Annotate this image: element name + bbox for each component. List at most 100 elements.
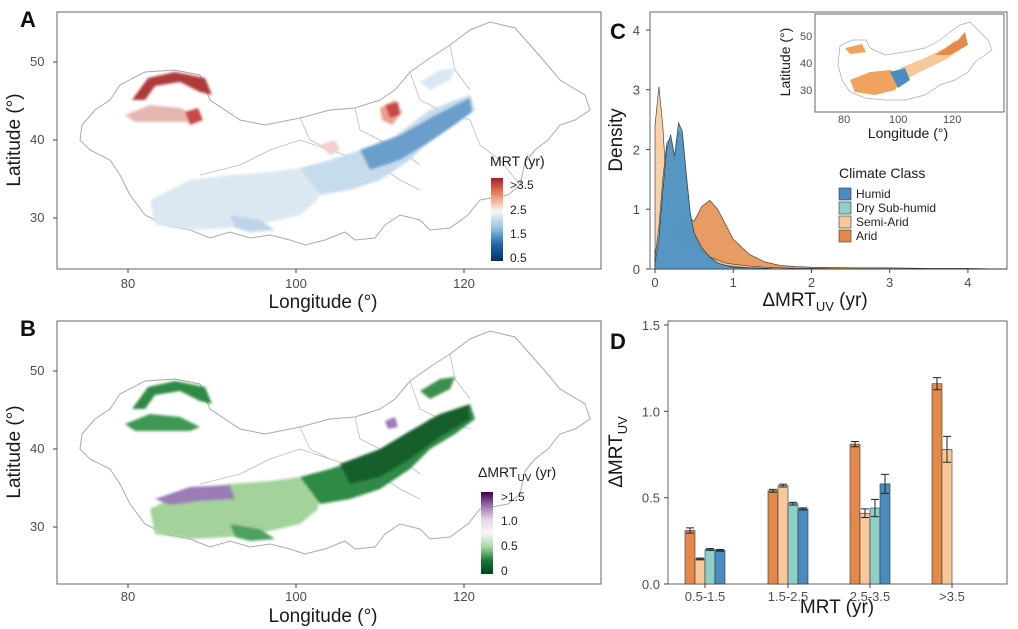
ytick-40: 40 <box>30 132 44 147</box>
inset-xtick: 120 <box>943 114 961 126</box>
ytick-40: 40 <box>30 441 44 456</box>
inset-xlabel: Longitude (°) <box>868 125 948 141</box>
ytick-label: 3 <box>633 83 640 98</box>
xtick-label: 4 <box>964 275 971 290</box>
xtick-80: 80 <box>121 276 135 291</box>
mrt-raster <box>125 68 475 232</box>
legend-label: >1.5 <box>501 490 525 504</box>
panel-b-xticks: 80 100 120 <box>121 584 475 604</box>
ytick-label: 0 <box>633 262 640 277</box>
bar-dry-sub-humid <box>787 503 799 585</box>
xtick-label: 2.5-3.5 <box>850 589 890 604</box>
panel-b: B 50 40 30 80 100 <box>4 316 602 627</box>
legend-label: 0.5 <box>510 251 527 265</box>
legend-label: Semi-Arid <box>856 215 909 229</box>
panel-a-map <box>79 21 591 246</box>
mrt-colorbar <box>491 178 503 261</box>
inset-humid <box>890 68 910 88</box>
legend-label: 0.5 <box>501 539 518 553</box>
inset-ytick: 40 <box>800 58 812 70</box>
panel-a-ylabel: Latitude (°) <box>4 93 25 186</box>
province-lines <box>199 44 521 191</box>
inset-xtick: 80 <box>838 114 850 126</box>
ytick-label: 0.5 <box>642 491 660 506</box>
panel-d-yticks: 0.0 0.5 1.0 1.5 <box>642 318 668 592</box>
bar-dry-sub-humid <box>704 549 716 585</box>
legend-swatch <box>838 201 852 215</box>
dmrt-raster <box>125 377 475 541</box>
panel-a: A 50 40 30 8 <box>4 7 602 313</box>
bar-group->3.5 <box>931 377 953 585</box>
legend-label: Arid <box>856 229 877 243</box>
xtick-label: 2 <box>808 275 815 290</box>
xtick-label: 0 <box>651 275 658 290</box>
xtick-label: 3 <box>886 275 893 290</box>
bar-arid <box>767 490 779 585</box>
panel-c-inset: 80 100 120 50 40 30 Longitude (°) Latitu… <box>777 13 1005 141</box>
inset-arid-ne <box>935 32 968 55</box>
bar-humid <box>714 550 726 585</box>
inset-west <box>845 44 866 54</box>
panel-b-ylabel: Latitude (°) <box>4 405 25 498</box>
panel-d: D 0.0 0.5 1.0 1.5 0.5-1.5 1.5-2.5 2.5-3.5 >3.5… <box>606 318 1008 618</box>
dmrt-colorbar <box>481 492 493 574</box>
ytick-label: 1 <box>633 202 640 217</box>
panel-d-xticks: 0.5-1.5 1.5-2.5 2.5-3.5 >3.5 <box>685 584 965 604</box>
ytick-label: 0.0 <box>642 577 660 592</box>
density-humid <box>654 121 1007 270</box>
panel-b-map <box>79 330 591 555</box>
inset-ytick: 50 <box>800 31 812 43</box>
bar-dry-sub-humid <box>869 507 881 585</box>
panel-a-yticks: 50 40 30 <box>30 54 57 225</box>
legend-title: MRT (yr) <box>490 153 545 169</box>
inset-ylabel: Latitude (°) <box>777 28 793 97</box>
panel-c-ylabel: Density <box>606 108 627 172</box>
bar-group-2.5-3.5 <box>849 441 891 585</box>
bar-semi-arid <box>694 558 706 585</box>
xtick-100: 100 <box>285 589 307 604</box>
bar-semi-arid <box>777 485 789 585</box>
legend-label: Dry Sub-humid <box>856 201 936 215</box>
legend-label: 0 <box>501 564 508 578</box>
xtick-label: 1.5-2.5 <box>768 589 808 604</box>
ytick-label: 4 <box>633 23 640 38</box>
inset-ytick: 30 <box>800 85 812 97</box>
bar-arid <box>684 530 696 585</box>
panel-b-yticks: 50 40 30 <box>30 363 57 534</box>
inset-xtick: 100 <box>889 114 907 126</box>
xtick-100: 100 <box>285 276 307 291</box>
bar-humid <box>879 483 891 585</box>
inset-arid <box>850 70 905 95</box>
legend-label: Humid <box>856 187 891 201</box>
panel-d-label: D <box>610 329 626 354</box>
ytick-label: 1.0 <box>642 404 660 419</box>
panel-c-xticks: 0 1 2 3 4 <box>651 269 972 290</box>
legend-label: >3.5 <box>510 178 534 192</box>
xtick-label: >3.5 <box>939 589 965 604</box>
legend-label: 2.5 <box>510 203 527 217</box>
density-areas <box>654 86 1008 270</box>
panel-c-xlabel: ΔMRTUV (yr) <box>762 290 867 314</box>
bar-group-1.5-2.5 <box>767 483 809 585</box>
panel-b-legend: ΔMRTUV (yr) >1.5 1.0 0.5 0 <box>478 464 556 578</box>
bar-arid <box>931 383 943 585</box>
bar-semi-arid <box>859 512 871 585</box>
panel-c: C 0 1 2 3 4 0 1 2 3 4 Density ΔMRTUV (yr) Climat… <box>606 11 1008 314</box>
ytick-50: 50 <box>30 54 44 69</box>
bar-groups <box>684 377 953 585</box>
xtick-80: 80 <box>121 589 135 604</box>
legend-swatch <box>838 187 852 201</box>
xtick-120: 120 <box>453 589 475 604</box>
legend-title: ΔMRTUV (yr) <box>478 464 556 484</box>
panel-c-yticks: 0 1 2 3 4 <box>633 23 650 277</box>
panel-a-label: A <box>20 7 36 32</box>
panel-b-frame <box>56 320 602 585</box>
ytick-30: 30 <box>30 210 44 225</box>
legend-label: 1.0 <box>501 514 518 528</box>
bar-group-0.5-1.5 <box>684 527 726 585</box>
panel-a-legend: MRT (yr) >3.5 2.5 1.5 0.5 <box>490 153 545 265</box>
xtick-label: 1 <box>730 275 737 290</box>
panel-d-ylabel: ΔMRTUV <box>606 416 630 488</box>
legend-label: 1.5 <box>510 227 527 241</box>
